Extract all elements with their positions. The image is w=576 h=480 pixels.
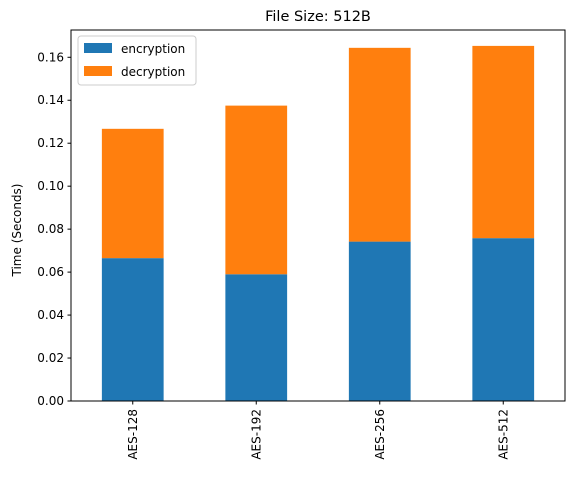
y-tick-label: 0.02 (37, 351, 64, 365)
plot-frame (70, 29, 566, 402)
y-tick-label: 0.16 (37, 50, 64, 64)
x-tick-label-aes-128: AES-128 (126, 409, 140, 460)
bar-encryption-aes-128 (101, 258, 164, 401)
x-tick-label-aes-192: AES-192 (249, 409, 263, 460)
y-tick-label: 0.04 (37, 308, 64, 322)
bar-encryption-aes-512 (472, 238, 535, 401)
y-tick-label: 0.14 (37, 93, 64, 107)
x-tick-label-aes-512: AES-512 (496, 409, 510, 460)
bar-decryption-aes-128 (101, 128, 164, 259)
chart-title: File Size: 512B (265, 9, 371, 25)
x-tick-label-aes-256: AES-256 (373, 409, 387, 460)
bar-decryption-aes-512 (472, 45, 535, 239)
y-ticks-group: 0.00 0.02 0.04 0.06 0.08 0.10 0.12 0.14 0.16 (37, 50, 71, 408)
x-ticks-group: AES-128 AES-192 AES-256 AES-512 (126, 401, 510, 460)
legend-label-decryption: decryption (121, 65, 185, 79)
y-tick-label: 0.06 (37, 265, 64, 279)
bars-group (101, 45, 535, 401)
bar-decryption-aes-192 (225, 105, 288, 275)
bar-encryption-aes-256 (348, 241, 411, 401)
y-tick-label: 0.08 (37, 222, 64, 236)
bar-decryption-aes-256 (348, 47, 411, 242)
legend: encryption decryption (77, 35, 197, 86)
legend-swatch-encryption (84, 43, 112, 53)
y-tick-label: 0.10 (37, 179, 64, 193)
bar-encryption-aes-192 (225, 274, 288, 401)
y-tick-label: 0.12 (37, 136, 64, 150)
legend-label-encryption: encryption (121, 42, 185, 56)
y-axis-label: Time (Seconds) (10, 184, 24, 278)
y-tick-label: 0.00 (37, 394, 64, 408)
legend-swatch-decryption (84, 66, 112, 76)
